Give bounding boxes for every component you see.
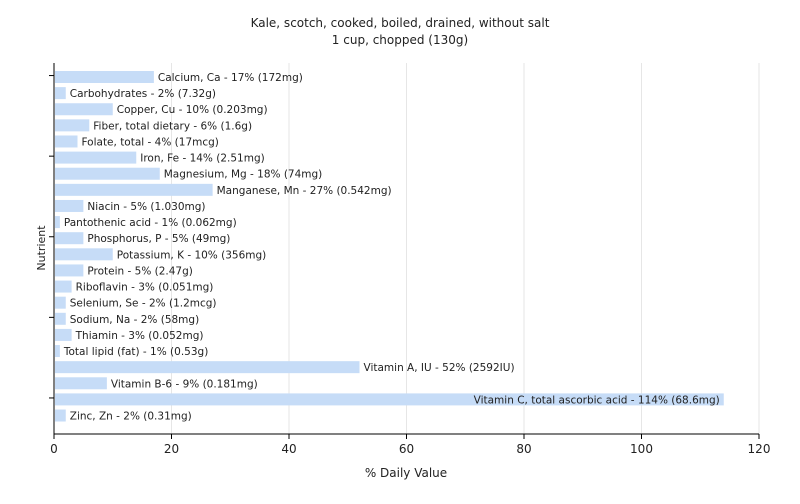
bar: [55, 409, 66, 422]
bar: [55, 119, 90, 132]
bar-label: Protein - 5% (2.47g): [87, 265, 193, 277]
bar: [55, 264, 84, 277]
bar-label: Fiber, total dietary - 6% (1.6g): [93, 120, 252, 132]
bar-label: Magnesium, Mg - 18% (74mg): [164, 169, 323, 181]
bar: [55, 280, 72, 293]
bar-label: Carbohydrates - 2% (7.32g): [70, 88, 216, 100]
bar: [55, 377, 107, 390]
axes: 0 20 40 60 80 100 120: [49, 63, 770, 456]
bar: [55, 232, 84, 245]
x-tick-label: 80: [516, 442, 531, 456]
bar-label: Calcium, Ca - 17% (172mg): [158, 72, 303, 84]
x-tick-label: 60: [399, 442, 414, 456]
x-tick-label: 40: [281, 442, 296, 456]
bar-label: Manganese, Mn - 27% (0.542mg): [217, 185, 392, 197]
bar-label: Selenium, Se - 2% (1.2mcg): [70, 298, 217, 310]
bar: [55, 183, 213, 196]
bar-label: Iron, Fe - 14% (2.51mg): [140, 153, 264, 165]
bar: [55, 328, 72, 341]
bar-label: Riboflavin - 3% (0.051mg): [76, 282, 214, 294]
bar-label: Vitamin A, IU - 52% (2592IU): [364, 362, 515, 374]
bar-label: Vitamin B-6 - 9% (0.181mg): [111, 378, 258, 390]
bar: [55, 103, 113, 116]
bar: [55, 135, 78, 148]
bar: [55, 71, 154, 83]
bar-label: Pantothenic acid - 1% (0.062mg): [64, 217, 237, 229]
x-tick-label: 100: [630, 442, 653, 456]
bar-labels: Calcium, Ca - 17% (172mg) Carbohydrates -…: [63, 72, 720, 423]
bar-label: Phosphorus, P - 5% (49mg): [87, 233, 230, 245]
bar: [55, 361, 360, 374]
bar-label: Folate, total - 4% (17mcg): [82, 136, 219, 148]
x-tick-label: 0: [50, 442, 58, 456]
bar: [55, 167, 160, 180]
bars: [55, 71, 724, 422]
bar-label: Zinc, Zn - 2% (0.31mg): [70, 411, 192, 423]
bar: [55, 312, 66, 325]
chart-title: Kale, scotch, cooked, boiled, drained, w…: [251, 16, 550, 30]
bar: [55, 151, 137, 164]
bar: [55, 87, 66, 100]
bar-label: Total lipid (fat) - 1% (0.53g): [63, 346, 208, 358]
bar-label: Niacin - 5% (1.030mg): [87, 201, 205, 213]
x-tick-label: 20: [164, 442, 179, 456]
bar-label: Potassium, K - 10% (356mg): [117, 249, 267, 261]
bar: [55, 216, 60, 229]
bar-label: Copper, Cu - 10% (0.203mg): [117, 104, 268, 116]
bar: [55, 296, 66, 309]
bar: [55, 393, 724, 406]
y-axis-label: Nutrient: [35, 225, 48, 271]
bar-label: Sodium, Na - 2% (58mg): [70, 314, 199, 326]
bar-label: Vitamin C, total ascorbic acid - 114% (6…: [474, 394, 720, 406]
bar: [55, 248, 113, 261]
bar: [55, 199, 84, 212]
x-tick-label: 120: [748, 442, 771, 456]
bar-label: Thiamin - 3% (0.052mg): [75, 330, 204, 342]
bar: [55, 345, 60, 358]
chart-subtitle: 1 cup, chopped (130g): [332, 33, 468, 47]
x-axis-label: % Daily Value: [365, 466, 447, 480]
